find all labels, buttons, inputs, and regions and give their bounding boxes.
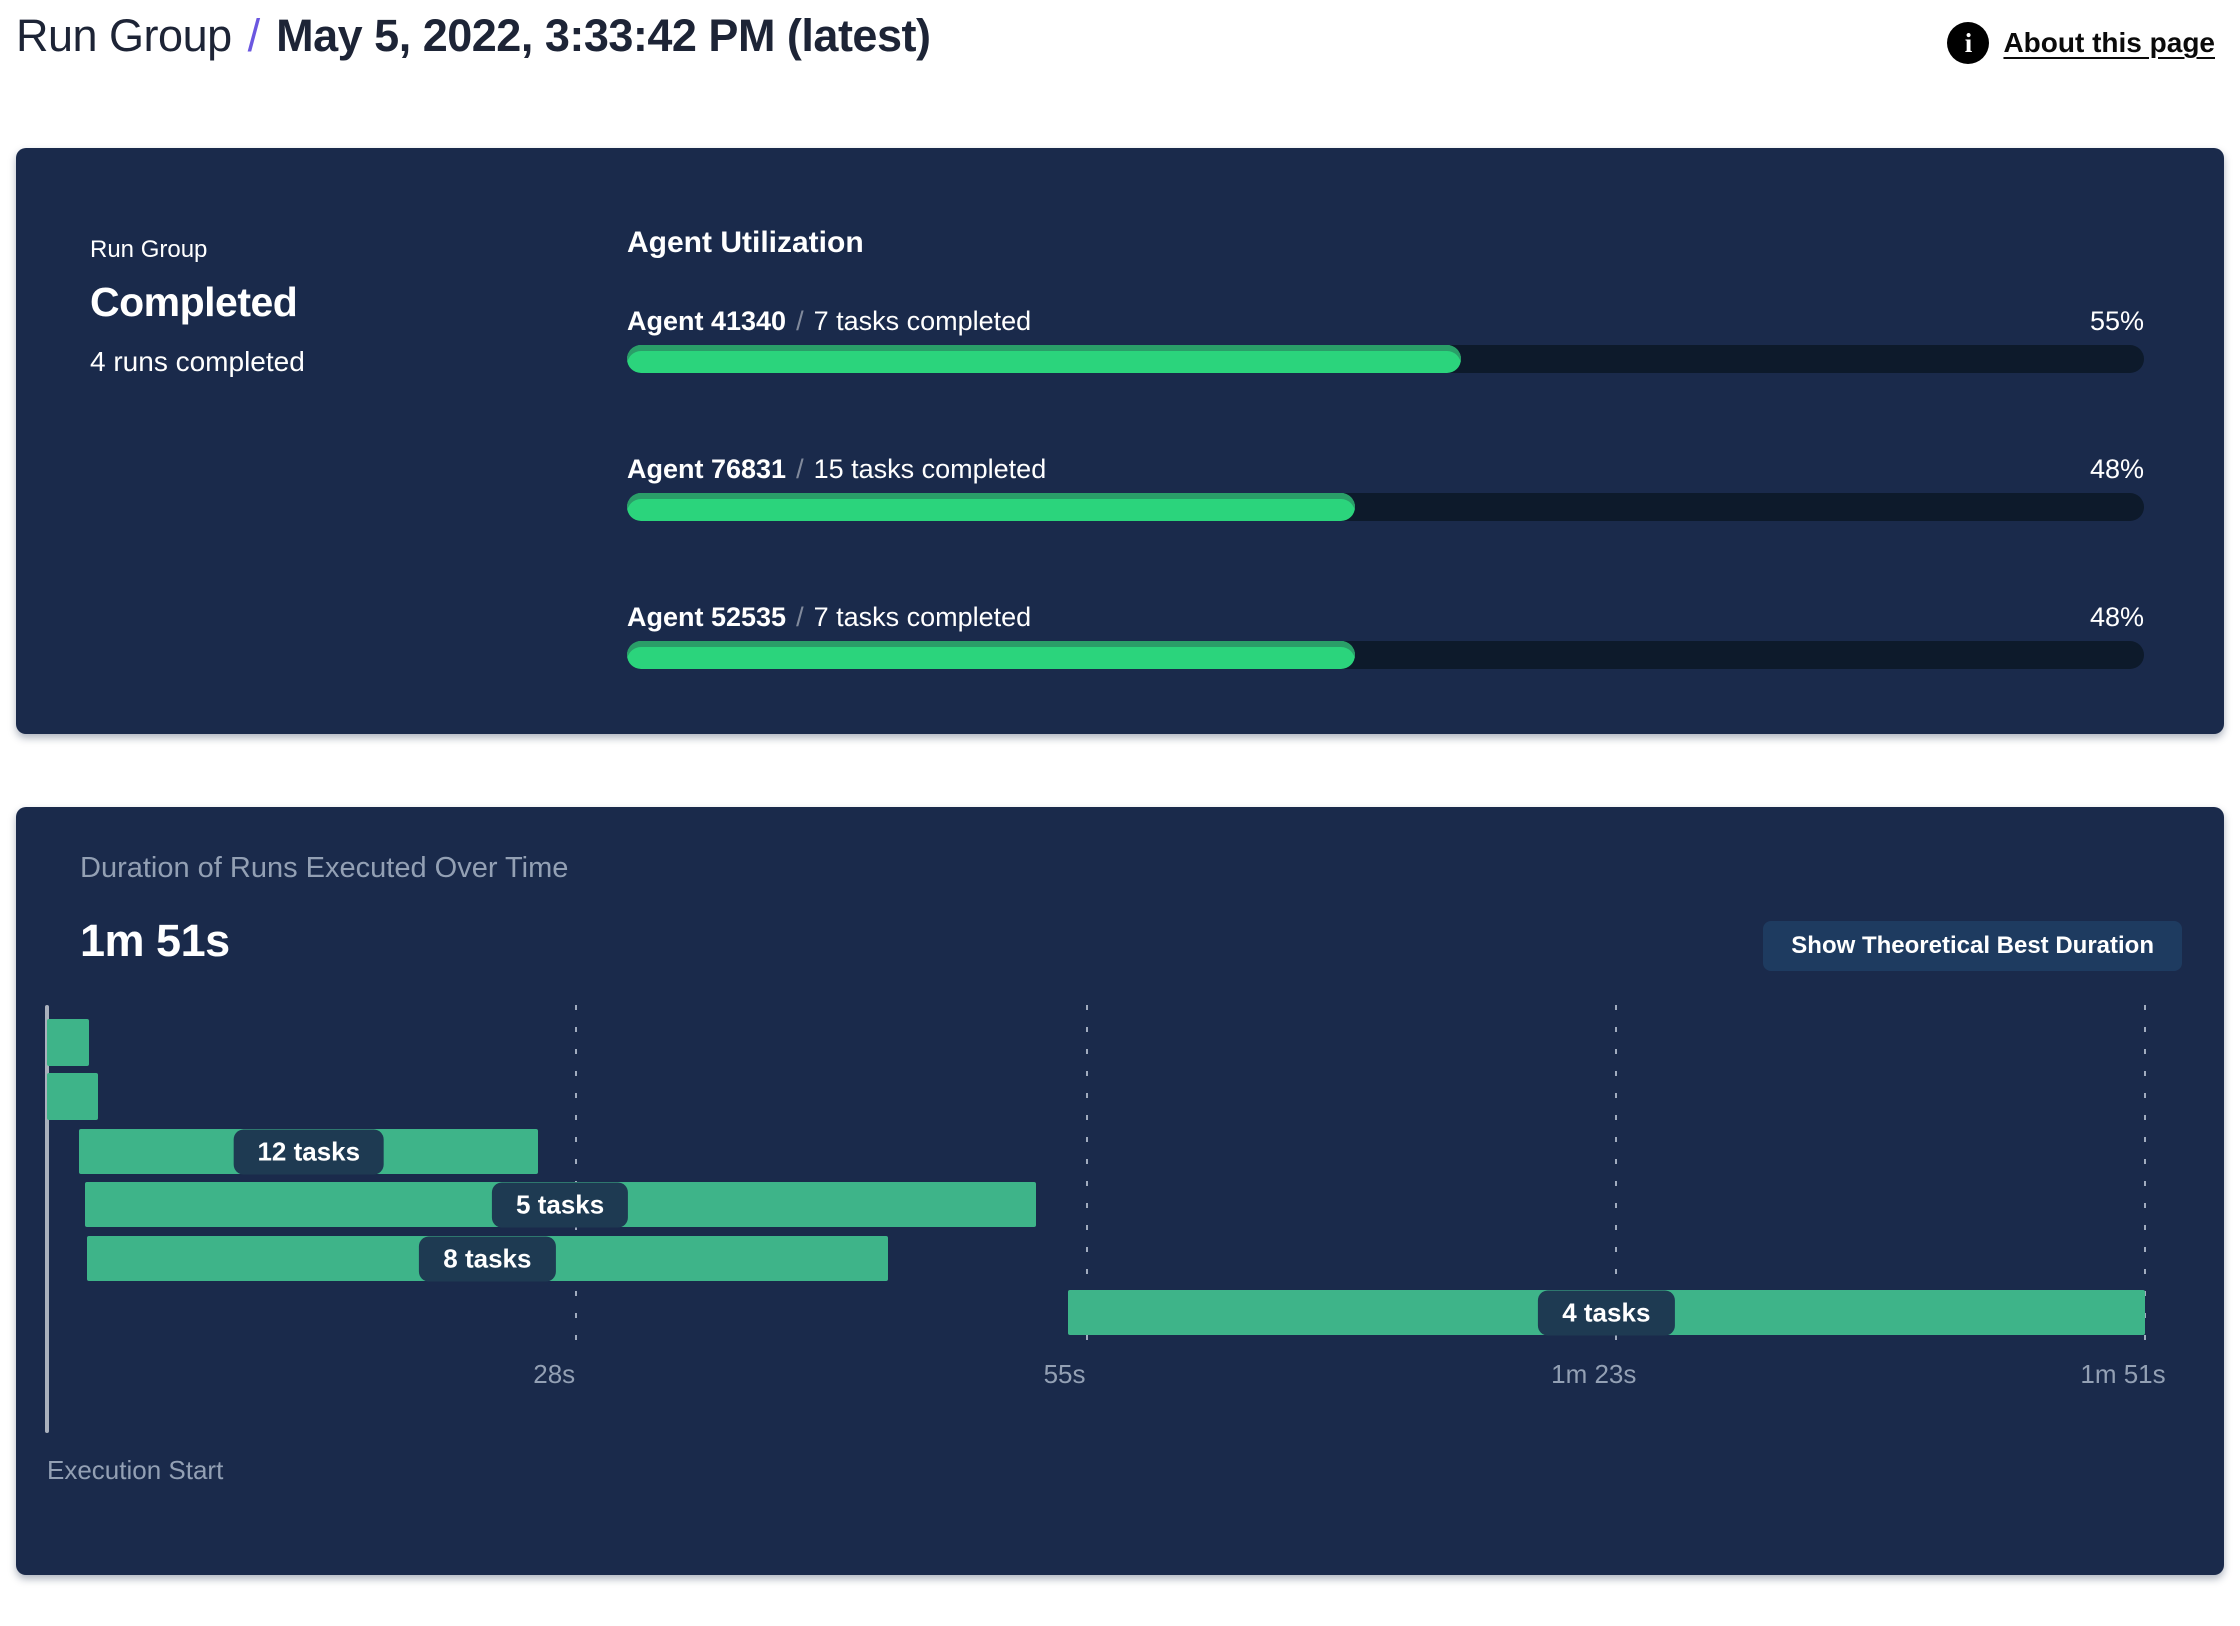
time-gridline bbox=[2144, 1005, 2146, 1355]
agent-row-label: Agent 52535 / 7 tasks completed 48% bbox=[627, 601, 2144, 633]
page-header: Run Group / May 5, 2022, 3:33:42 PM (lat… bbox=[16, 10, 2215, 80]
agent-utilization-section: Agent Utilization Agent 41340 / 7 tasks … bbox=[627, 228, 2144, 669]
agent-row: Agent 52535 / 7 tasks completed 48% bbox=[627, 601, 2144, 669]
agent-percent: 55% bbox=[2089, 306, 2144, 336]
info-icon[interactable]: i bbox=[1947, 22, 1990, 64]
agent-separator: / bbox=[796, 454, 804, 484]
run-group-summary-card: Run Group Completed 4 runs completed Age… bbox=[16, 148, 2224, 734]
breadcrumb-separator: / bbox=[247, 10, 261, 61]
time-gridline bbox=[575, 1005, 578, 1355]
agent-row-label: Agent 41340 / 7 tasks completed 55% bbox=[627, 305, 2144, 337]
run-duration-bar: 4 tasks bbox=[1067, 1290, 2145, 1335]
breadcrumb-run-group[interactable]: Run Group bbox=[16, 10, 232, 61]
about-this-page-link[interactable]: About this page bbox=[2003, 27, 2215, 58]
runs-completed-count: 4 runs completed bbox=[90, 346, 305, 377]
execution-start-label: Execution Start bbox=[47, 1455, 224, 1485]
breadcrumb: Run Group / May 5, 2022, 3:33:42 PM (lat… bbox=[16, 10, 2215, 62]
run-duration-bar: 12 tasks bbox=[79, 1129, 539, 1174]
page-title: May 5, 2022, 3:33:42 PM (latest) bbox=[276, 10, 931, 61]
run-group-label: Run Group bbox=[90, 236, 208, 263]
agent-progress-fill bbox=[627, 641, 1356, 669]
agent-separator: / bbox=[796, 306, 804, 336]
agent-utilization-heading: Agent Utilization bbox=[627, 226, 864, 259]
agent-tasks: 7 tasks completed bbox=[813, 306, 1032, 336]
task-count-pill: 12 tasks bbox=[233, 1129, 385, 1174]
agent-progress-fill bbox=[627, 493, 1356, 521]
time-gridline bbox=[1614, 1005, 1617, 1355]
agent-progress-track bbox=[627, 345, 2144, 373]
x-axis-tick-label: 28s bbox=[533, 1359, 576, 1389]
total-duration-value: 1m 51s bbox=[80, 915, 230, 966]
run-duration-bar: 8 tasks bbox=[86, 1236, 889, 1281]
x-axis-tick-label: 55s bbox=[1043, 1359, 1086, 1389]
agent-tasks: 7 tasks completed bbox=[813, 602, 1032, 632]
agent-progress-track bbox=[627, 641, 2144, 669]
duration-gantt-chart: 28s 55s 1m 23s 1m 51s 12 tasks 5 tasks 8 tasks… bbox=[16, 807, 2224, 1575]
x-axis-tick-label: 1m 51s bbox=[2080, 1359, 2166, 1389]
agent-progress-fill bbox=[627, 345, 1462, 373]
agent-percent: 48% bbox=[2089, 602, 2144, 632]
run-duration-bar: 5 tasks bbox=[84, 1182, 1036, 1227]
agent-name: Agent 76831 bbox=[627, 454, 787, 484]
agent-percent: 48% bbox=[2089, 454, 2144, 484]
duration-chart-title: Duration of Runs Executed Over Time bbox=[80, 852, 569, 884]
about-this-page[interactable]: i About this page bbox=[1947, 22, 2215, 64]
show-theoretical-best-duration-button[interactable]: Show Theoretical Best Duration bbox=[1763, 921, 2182, 971]
run-duration-bar bbox=[47, 1073, 99, 1120]
agent-row-label: Agent 76831 / 15 tasks completed 48% bbox=[627, 453, 2144, 485]
x-axis-tick-label: 1m 23s bbox=[1551, 1359, 1637, 1389]
task-count-pill: 5 tasks bbox=[492, 1182, 629, 1227]
duration-card: Duration of Runs Executed Over Time 1m 5… bbox=[16, 807, 2224, 1575]
run-duration-bar bbox=[47, 1019, 89, 1066]
agent-name: Agent 41340 bbox=[627, 306, 787, 336]
task-count-pill: 8 tasks bbox=[419, 1236, 556, 1281]
agent-progress-track bbox=[627, 493, 2144, 521]
agent-row: Agent 41340 / 7 tasks completed 55% bbox=[627, 305, 2144, 373]
agent-separator: / bbox=[796, 602, 804, 632]
time-gridline bbox=[1085, 1005, 1088, 1355]
agent-tasks: 15 tasks completed bbox=[813, 454, 1047, 484]
agent-name: Agent 52535 bbox=[627, 602, 787, 632]
execution-start-axis-line bbox=[45, 1005, 49, 1433]
task-count-pill: 4 tasks bbox=[1538, 1290, 1675, 1335]
run-group-status: Completed bbox=[90, 279, 298, 325]
agent-row: Agent 76831 / 15 tasks completed 48% bbox=[627, 453, 2144, 521]
